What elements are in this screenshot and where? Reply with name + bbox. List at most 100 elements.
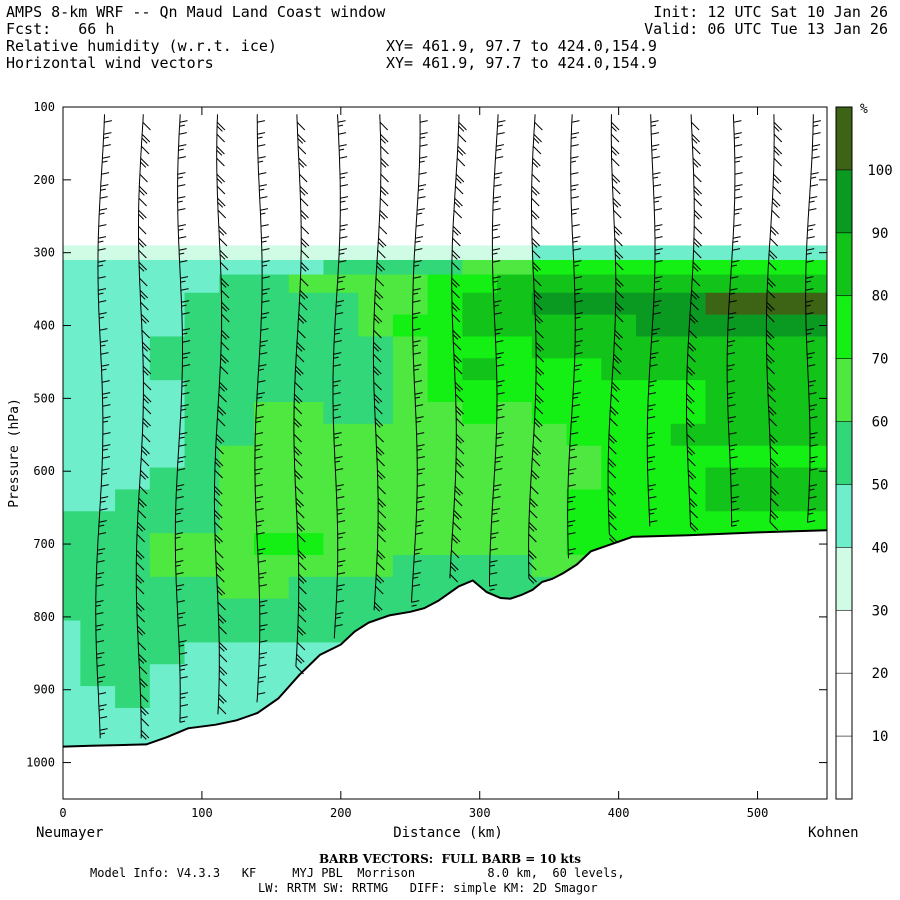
rh-cell [636, 423, 672, 447]
rh-cell [705, 445, 741, 469]
rh-cell [115, 576, 151, 600]
rh-cell [323, 336, 359, 359]
rh-cell [254, 445, 290, 469]
rh-cell [254, 230, 290, 246]
rh-cell [774, 402, 811, 425]
colorbar-bin [836, 232, 852, 296]
rh-cell [427, 259, 463, 276]
rh-cell [636, 336, 672, 359]
rh-cell [427, 292, 463, 316]
rh-cell [63, 336, 81, 359]
rh-cell [670, 511, 707, 534]
rh-cell [288, 314, 325, 338]
rh-cell [115, 259, 151, 276]
y-tick-label: 600 [33, 464, 55, 478]
rh-cell [705, 314, 741, 338]
rh-cell [149, 380, 186, 403]
colorbar-label: 20 [872, 666, 889, 682]
rh-cell [254, 358, 290, 381]
rh-cell [219, 230, 255, 246]
rh-cell [601, 511, 637, 534]
rh-cell [531, 230, 568, 246]
rh-cell [149, 402, 186, 425]
rh-cell [288, 511, 325, 534]
rh-cell [566, 423, 602, 447]
rh-cell [705, 230, 741, 246]
terrain [63, 529, 827, 799]
rh-cell [427, 511, 463, 534]
rh-cell [462, 533, 498, 556]
header-xy: XY= 461.9, 97.7 to 424.0,154.9 XY= 461.9,… [386, 38, 657, 72]
rh-cell [740, 467, 776, 491]
rh-cell [601, 423, 637, 447]
rh-filled-contours [63, 230, 827, 775]
header-left: AMPS 8-km WRF -- Qn Maud Land Coast wind… [6, 4, 385, 72]
rh-cell [323, 402, 359, 425]
rh-cell [774, 511, 811, 534]
rh-cell [809, 423, 827, 447]
rh-cell [184, 686, 220, 709]
rh-cell [80, 423, 116, 447]
rh-cell [740, 445, 776, 469]
rh-cell [462, 230, 498, 246]
rh-cell [184, 380, 220, 403]
rh-cell [427, 314, 463, 338]
rh-cell [219, 358, 255, 381]
rh-cell [63, 467, 81, 491]
rh-cell [809, 274, 827, 294]
rh-cell [288, 402, 325, 425]
rh-cell [254, 467, 290, 491]
y-tick-label: 100 [33, 100, 55, 114]
rh-cell [149, 423, 186, 447]
y-tick-label: 1000 [26, 756, 55, 770]
rh-cell [462, 245, 498, 261]
rh-cell [219, 620, 255, 643]
rh-cell [392, 576, 429, 600]
x-tick-label: 500 [747, 806, 769, 820]
physics-info: LW: RRTM SW: RRTMG DIFF: simple KM: 2D S… [258, 881, 598, 895]
rh-cell [497, 380, 533, 403]
rh-cell [80, 598, 116, 622]
rh-cell [497, 489, 533, 512]
rh-cell [149, 686, 186, 709]
rh-cell [184, 598, 220, 622]
rh-cell [323, 489, 359, 512]
rh-cell [462, 445, 498, 469]
wind-barb-column [805, 114, 822, 523]
rh-cell [323, 467, 359, 491]
rh-cell [323, 598, 359, 622]
rh-cell [323, 245, 359, 261]
rh-cell [392, 314, 429, 338]
x-end-label: Kohnen [808, 825, 859, 841]
rh-cell [115, 511, 151, 534]
rh-cell [462, 336, 498, 359]
rh-cell [323, 274, 359, 294]
rh-cell [497, 554, 533, 578]
wind-barb-column [726, 114, 743, 527]
rh-cell [497, 292, 533, 316]
rh-cell [809, 445, 827, 469]
rh-cell [80, 576, 116, 600]
rh-cell [670, 445, 707, 469]
rh-cell [427, 554, 463, 578]
rh-cell [115, 686, 151, 709]
rh-cell [774, 230, 811, 246]
rh-cell [636, 259, 672, 276]
rh-cell [427, 245, 463, 261]
rh-cell [392, 402, 429, 425]
colorbar-bin [836, 358, 852, 422]
rh-cell [358, 245, 394, 261]
rh-cell [670, 274, 707, 294]
rh-cell [636, 314, 672, 338]
rh-cell [462, 380, 498, 403]
rh-cell [427, 533, 463, 556]
rh-cell [670, 358, 707, 381]
rh-cell [115, 336, 151, 359]
rh-cell [63, 245, 81, 261]
rh-cell [497, 467, 533, 491]
rh-cell [809, 489, 827, 512]
rh-cell [774, 358, 811, 381]
rh-cell [358, 314, 394, 338]
rh-cell [63, 533, 81, 556]
rh-cell [63, 598, 81, 622]
